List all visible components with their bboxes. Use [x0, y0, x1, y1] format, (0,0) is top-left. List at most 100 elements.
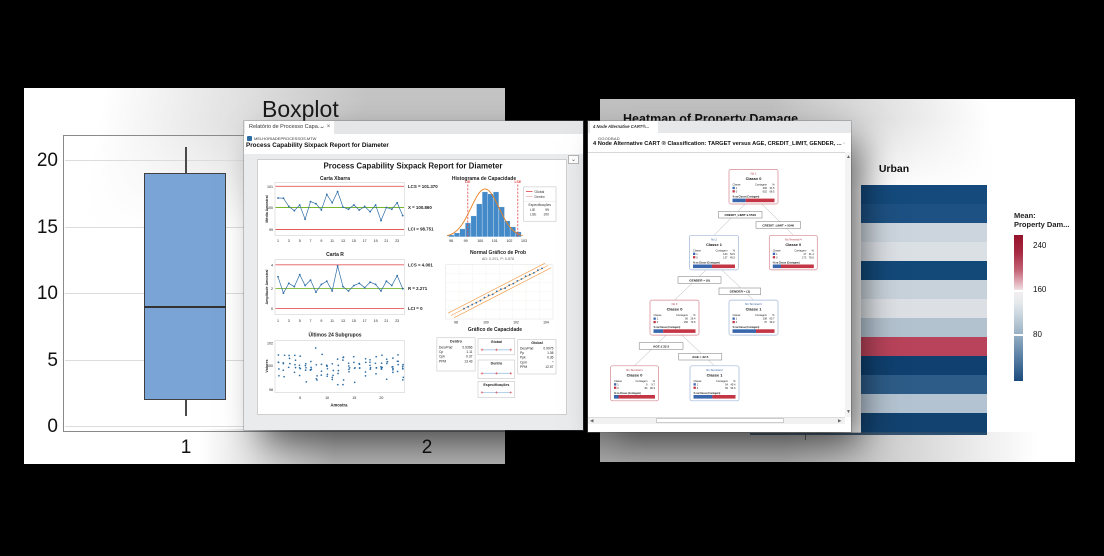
svg-text:9: 9: [646, 382, 648, 386]
svg-text:Gráfico de Capacidade: Gráfico de Capacidade: [468, 327, 522, 333]
svg-text:68.5: 68.5: [769, 189, 775, 193]
svg-text:% na Classe (Contagem): % na Classe (Contagem): [693, 261, 720, 264]
svg-text:%: %: [693, 313, 696, 317]
svg-text:54: 54: [725, 382, 728, 386]
svg-text:Nó 2: Nó 2: [711, 237, 717, 241]
svg-text:%: %: [811, 248, 814, 252]
svg-text:Dentro: Dentro: [535, 195, 545, 199]
svg-text:19: 19: [374, 239, 378, 243]
svg-text:15: 15: [352, 396, 356, 400]
svg-text:13: 13: [341, 239, 345, 243]
svg-text:5: 5: [299, 319, 301, 323]
svg-text:%: %: [653, 379, 656, 383]
svg-text:9: 9: [320, 319, 322, 323]
svg-text:AGE > 32.5: AGE > 32.5: [692, 355, 709, 359]
svg-text:X = 100.860: X = 100.860: [408, 205, 432, 210]
svg-text:Carta Xbarra: Carta Xbarra: [320, 176, 350, 182]
svg-text:54.5: 54.5: [730, 252, 736, 256]
svg-text:% na Classe (Contagem): % na Classe (Contagem): [733, 195, 760, 198]
svg-text:AGE ≤ 32.5: AGE ≤ 32.5: [653, 344, 669, 348]
svg-text:Global: Global: [535, 190, 545, 194]
svg-text:Classe 0: Classe 0: [746, 176, 762, 181]
svg-text:0.9366: 0.9366: [462, 346, 472, 350]
svg-text:Contagem: Contagem: [716, 248, 728, 252]
svg-text:Valores: Valores: [265, 359, 269, 372]
svg-text:84: 84: [645, 386, 648, 390]
svg-text:108: 108: [763, 317, 768, 321]
svg-text:0.36: 0.36: [547, 356, 554, 360]
svg-text:12.07: 12.07: [545, 365, 553, 369]
svg-text:15: 15: [352, 319, 356, 323]
svg-text:17: 17: [363, 319, 367, 323]
svg-text:Especificações: Especificações: [483, 383, 509, 387]
svg-text:DesvPad: DesvPad: [439, 346, 453, 350]
svg-text:CREDIT_LIMIT ≤ 5540: CREDIT_LIMIT ≤ 5540: [724, 213, 756, 217]
svg-text:%: %: [733, 248, 736, 252]
svg-text:0: 0: [736, 320, 738, 324]
svg-text:102: 102: [513, 321, 519, 325]
svg-text:104: 104: [543, 321, 549, 325]
svg-text:Nó Terminal 1: Nó Terminal 1: [626, 368, 643, 372]
svg-text:Classe: Classe: [773, 248, 781, 252]
svg-text:%: %: [772, 313, 775, 317]
svg-text:Global: Global: [531, 341, 542, 345]
svg-text:*: *: [552, 360, 554, 364]
svg-text:13.43: 13.43: [464, 359, 472, 363]
svg-text:Classe: Classe: [693, 248, 701, 252]
svg-text:Carta R: Carta R: [326, 252, 344, 258]
svg-text:0: 0: [776, 255, 778, 259]
svg-text:7: 7: [310, 319, 312, 323]
svg-text:164: 164: [723, 252, 728, 256]
svg-text:23: 23: [395, 319, 399, 323]
svg-text:45.4: 45.4: [730, 382, 736, 386]
svg-text:LCS = 101.370: LCS = 101.370: [408, 184, 438, 189]
svg-text:Global: Global: [491, 340, 502, 344]
svg-text:Contagem: Contagem: [716, 379, 728, 383]
svg-text:Classe: Classe: [694, 379, 702, 383]
svg-text:% na Classe (Contagem): % na Classe (Contagem): [654, 326, 681, 329]
svg-text:100: 100: [477, 239, 483, 243]
svg-text:26.4: 26.4: [690, 317, 696, 321]
svg-text:Classe 1: Classe 1: [706, 242, 723, 247]
svg-text:99: 99: [545, 208, 549, 212]
svg-text:1: 1: [696, 252, 698, 256]
svg-text:31.5: 31.5: [769, 186, 775, 190]
svg-text:Cpm: Cpm: [520, 360, 527, 364]
svg-text:300: 300: [763, 186, 768, 190]
svg-text:Classe: Classe: [654, 313, 662, 317]
svg-text:% na Classe (Contagem): % na Classe (Contagem): [694, 392, 721, 395]
svg-text:Contagem: Contagem: [636, 379, 648, 383]
svg-text:21.4: 21.4: [809, 252, 815, 256]
svg-text:4: 4: [271, 263, 273, 267]
svg-text:70: 70: [764, 320, 767, 324]
svg-text:21: 21: [384, 239, 388, 243]
svg-text:Dentro: Dentro: [450, 340, 463, 344]
svg-text:GENDER = (0): GENDER = (0): [689, 278, 710, 282]
svg-text:100: 100: [543, 213, 549, 217]
svg-text:Normal Gráfico de Prob: Normal Gráfico de Prob: [470, 250, 526, 256]
svg-text:Ppk: Ppk: [520, 356, 526, 360]
svg-text:5: 5: [299, 239, 301, 243]
svg-text:99: 99: [269, 228, 273, 232]
svg-text:Média Amostral: Média Amostral: [265, 195, 269, 222]
svg-text:%: %: [733, 379, 736, 383]
svg-text:652: 652: [763, 189, 768, 193]
svg-text:98: 98: [269, 388, 273, 392]
svg-text:1: 1: [736, 186, 738, 190]
svg-text:21: 21: [384, 319, 388, 323]
svg-text:Classe: Classe: [733, 313, 741, 317]
svg-text:1.11: 1.11: [466, 350, 472, 354]
svg-text:100: 100: [267, 364, 273, 368]
svg-text:Classe 1: Classe 1: [746, 307, 763, 312]
svg-text:1.08: 1.08: [547, 351, 554, 355]
svg-text:65: 65: [725, 386, 728, 390]
svg-text:23: 23: [395, 239, 399, 243]
svg-text:11: 11: [330, 239, 334, 243]
svg-text:AD: 0.201, P: 0.878: AD: 0.201, P: 0.878: [482, 257, 514, 261]
svg-text:R = 2.271: R = 2.271: [408, 286, 428, 291]
svg-text:54.6: 54.6: [730, 386, 736, 390]
svg-text:Nó 3: Nó 3: [672, 302, 678, 306]
svg-text:DesvPad: DesvPad: [520, 347, 534, 351]
svg-text:103: 103: [521, 239, 527, 243]
svg-text:Pp: Pp: [520, 351, 524, 355]
